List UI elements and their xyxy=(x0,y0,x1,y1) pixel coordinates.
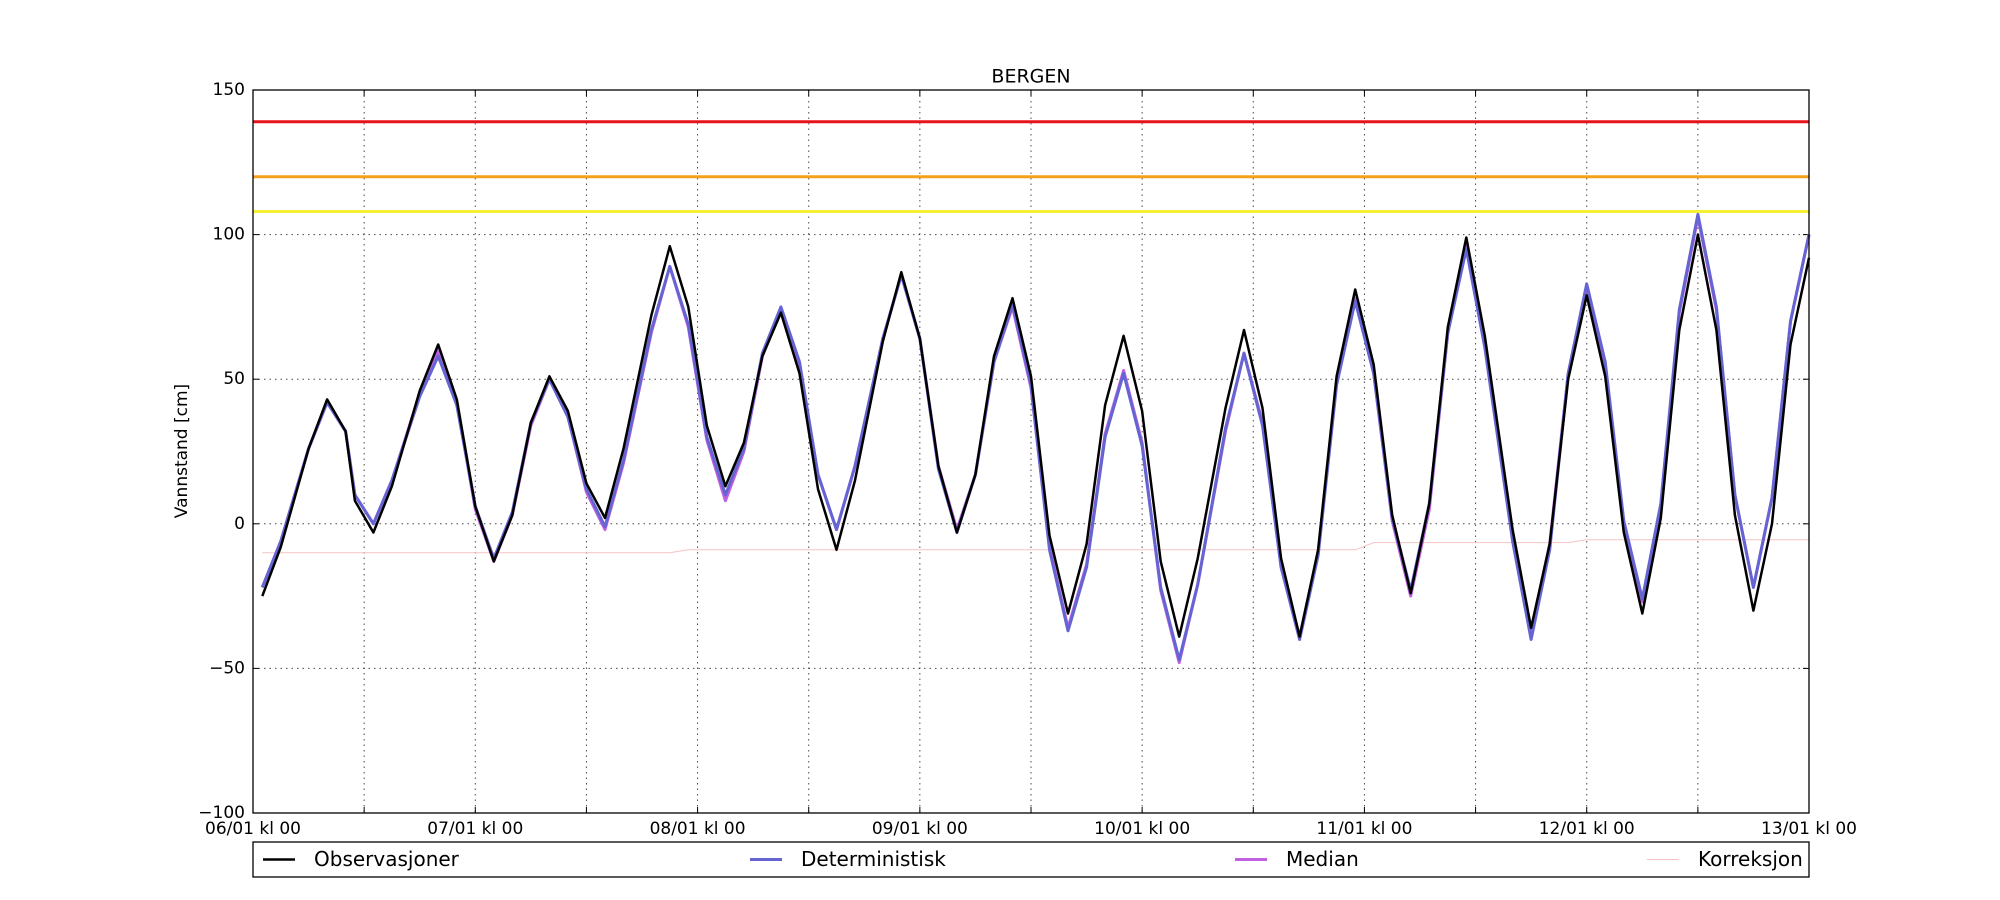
series-line xyxy=(260,212,1811,662)
series-line xyxy=(260,215,1811,665)
legend-label: Korreksjon xyxy=(1698,847,1803,871)
y-tick-label: 0 xyxy=(234,514,245,534)
series-line xyxy=(262,539,1809,554)
y-tick-label: 100 xyxy=(213,225,245,245)
chart-title: BERGEN xyxy=(991,66,1070,88)
y-tick-label: −100 xyxy=(198,803,245,823)
x-tick-label: 08/01 kl 00 xyxy=(650,819,746,839)
x-tick-label: 12/01 kl 00 xyxy=(1539,819,1635,839)
y-tick-label: 150 xyxy=(213,80,245,100)
y-axis-label: Vannstand [cm] xyxy=(172,384,192,518)
y-tick-label: 50 xyxy=(223,369,245,389)
x-tick-label: 09/01 kl 00 xyxy=(872,819,968,839)
y-tick-label: −50 xyxy=(209,658,245,678)
legend-box xyxy=(252,841,1810,878)
series-line xyxy=(261,233,1811,638)
legend-label: Deterministisk xyxy=(801,847,946,871)
legend-label: Observasjoner xyxy=(314,847,460,871)
x-tick-label: 10/01 kl 00 xyxy=(1094,819,1190,839)
legend-label: Median xyxy=(1286,847,1359,871)
x-tick-label: 11/01 kl 00 xyxy=(1316,819,1412,839)
x-tick-label: 13/01 kl 00 xyxy=(1761,819,1857,839)
x-tick-label: 07/01 kl 00 xyxy=(427,819,523,839)
plot-frame xyxy=(252,89,1810,814)
x-tick-label: 06/01 kl 00 xyxy=(205,819,301,839)
